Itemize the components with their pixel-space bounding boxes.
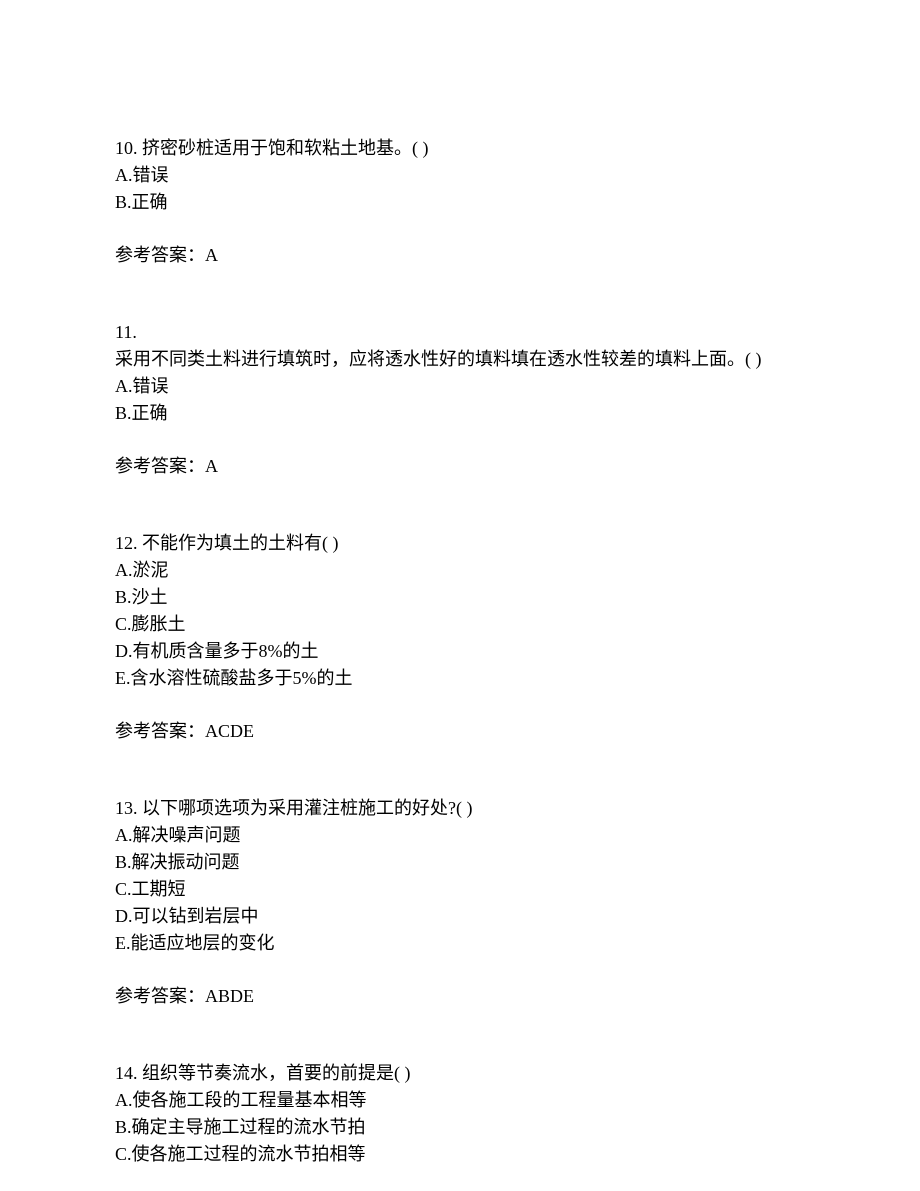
answer-label: 参考答案： [115,986,205,1006]
option-b: B.解决振动问题 [115,849,805,876]
question-text: 13. 以下哪项选项为采用灌注桩施工的好处?( ) [115,795,805,822]
option-c: C.膨胀土 [115,611,805,638]
answer-label: 参考答案： [115,721,205,741]
question-number: 14. [115,1063,138,1083]
answer-value: A [205,456,218,476]
question-body: 以下哪项选项为采用灌注桩施工的好处?( ) [138,798,473,818]
question-number: 12. [115,533,138,553]
option-c: C.工期短 [115,876,805,903]
question-body: 组织等节奏流水，首要的前提是( ) [138,1063,411,1083]
answer-value: ABDE [205,986,254,1006]
answer-value: ACDE [205,721,254,741]
option-e: E.能适应地层的变化 [115,930,805,957]
option-d: D.可以钻到岩层中 [115,903,805,930]
question-12: 12. 不能作为填土的土料有( ) A.淤泥 B.沙土 C.膨胀土 D.有机质含… [115,530,805,745]
option-a: A.错误 [115,162,805,189]
question-14: 14. 组织等节奏流水，首要的前提是( ) A.使各施工段的工程量基本相等 B.… [115,1060,805,1168]
question-text: 10. 挤密砂桩适用于饱和软粘土地基。( ) [115,135,805,162]
answer-label: 参考答案： [115,245,205,265]
question-number-line: 11. [115,319,805,346]
option-a: A.错误 [115,373,805,400]
answer-value: A [205,245,218,265]
answer-line: 参考答案：A [115,453,805,480]
option-b: B.沙土 [115,584,805,611]
option-a: A.淤泥 [115,557,805,584]
question-body: 挤密砂桩适用于饱和软粘土地基。( ) [138,138,429,158]
option-c: C.使各施工过程的流水节拍相等 [115,1141,805,1168]
answer-line: 参考答案：ABDE [115,983,805,1010]
question-body: 采用不同类土料进行填筑时，应将透水性好的填料填在透水性较差的填料上面。( ) [115,346,805,373]
option-a: A.使各施工段的工程量基本相等 [115,1087,805,1114]
option-b: B.正确 [115,189,805,216]
answer-line: 参考答案：A [115,242,805,269]
question-13: 13. 以下哪项选项为采用灌注桩施工的好处?( ) A.解决噪声问题 B.解决振… [115,795,805,1010]
question-text: 12. 不能作为填土的土料有( ) [115,530,805,557]
question-body: 不能作为填土的土料有( ) [138,533,339,553]
answer-line: 参考答案：ACDE [115,718,805,745]
question-number: 13. [115,798,138,818]
option-e: E.含水溶性硫酸盐多于5%的土 [115,665,805,692]
option-d: D.有机质含量多于8%的土 [115,638,805,665]
question-11: 11. 采用不同类土料进行填筑时，应将透水性好的填料填在透水性较差的填料上面。(… [115,319,805,480]
question-text: 14. 组织等节奏流水，首要的前提是( ) [115,1060,805,1087]
question-number: 10. [115,138,138,158]
question-10: 10. 挤密砂桩适用于饱和软粘土地基。( ) A.错误 B.正确 参考答案：A [115,135,805,269]
option-a: A.解决噪声问题 [115,822,805,849]
option-b: B.正确 [115,400,805,427]
answer-label: 参考答案： [115,456,205,476]
option-b: B.确定主导施工过程的流水节拍 [115,1114,805,1141]
